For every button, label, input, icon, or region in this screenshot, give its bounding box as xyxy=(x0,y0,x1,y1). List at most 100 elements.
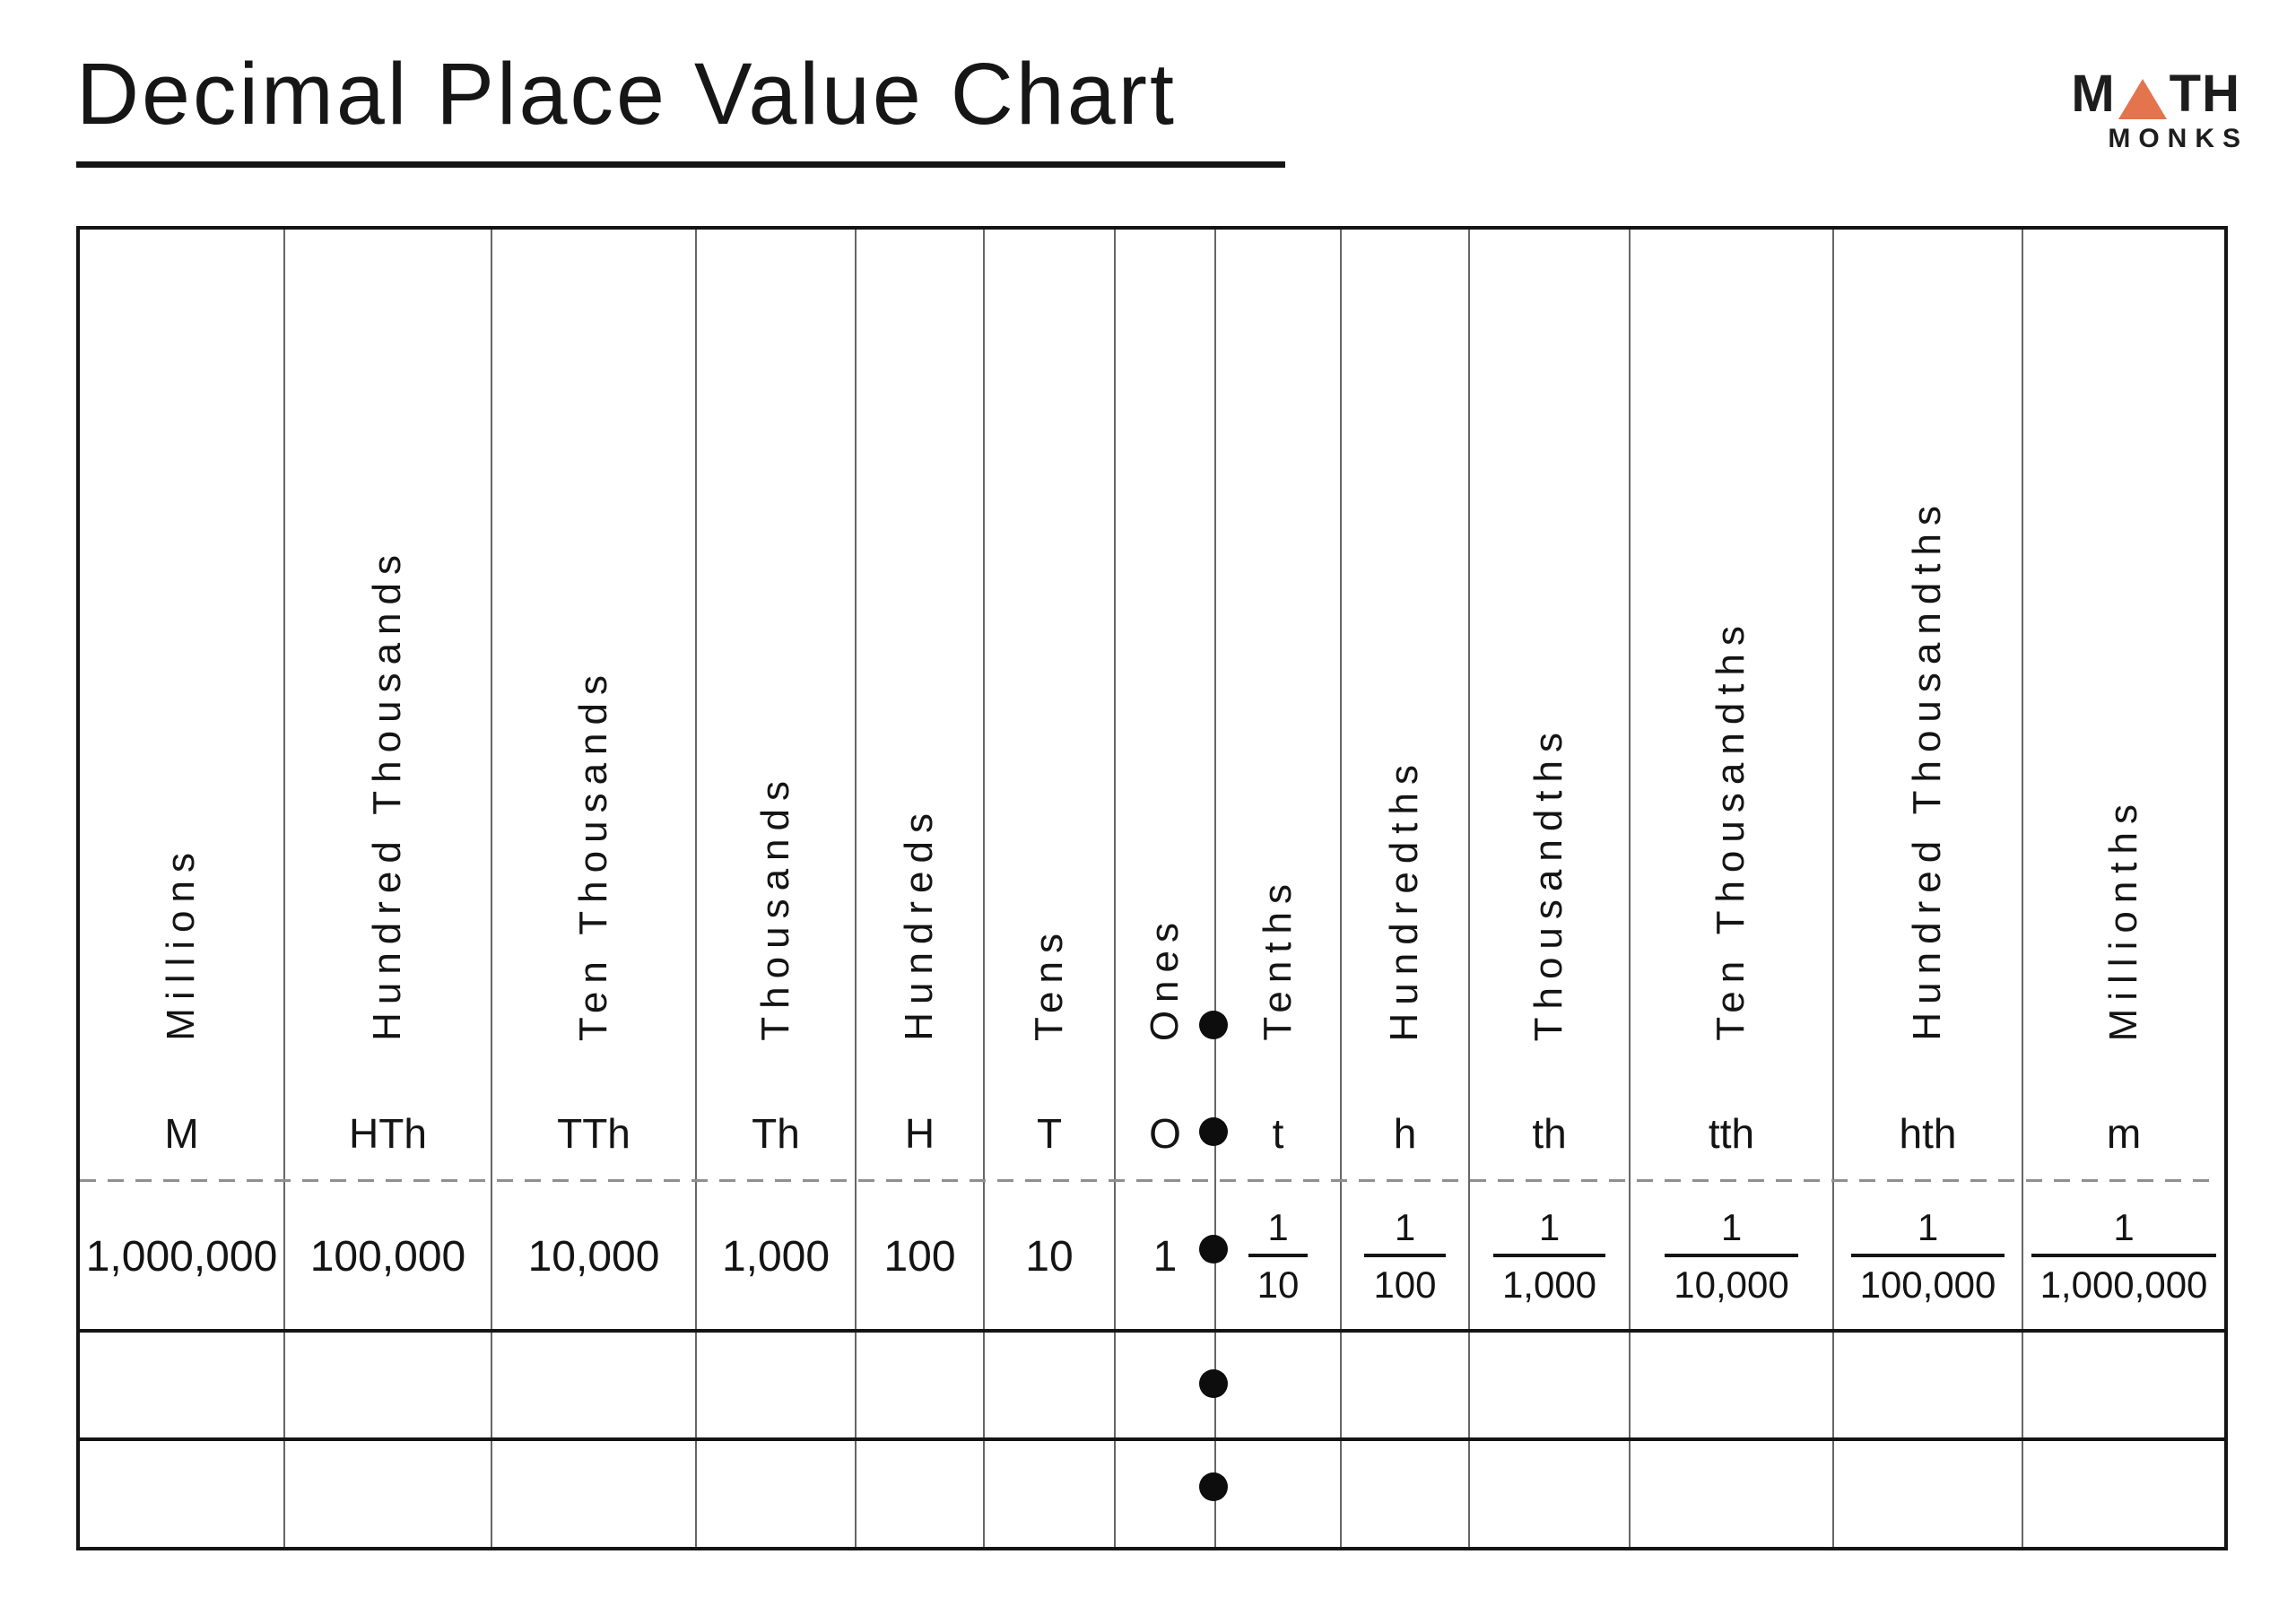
value-cell: 10,000 xyxy=(491,1184,696,1333)
rotated-label: Thousands xyxy=(752,773,797,1041)
abbr-cell: HTh xyxy=(283,1060,491,1184)
rotated-label: Tens xyxy=(1026,925,1071,1041)
logo-word-monks: MONKS xyxy=(2108,124,2248,153)
header-thousands: Thousands xyxy=(695,228,856,1060)
blank-cell xyxy=(983,1331,1115,1441)
fraction-numerator: 1 xyxy=(1267,1205,1289,1248)
abbr-cell: tth xyxy=(1629,1060,1833,1184)
header-ten-thousands: Ten Thousands xyxy=(491,228,696,1060)
rotated-label: Ten Thousands xyxy=(570,666,615,1041)
blank-cell xyxy=(1468,1331,1630,1441)
value-cell-fraction: 1 100,000 xyxy=(1832,1184,2022,1333)
decimal-point-dot xyxy=(1199,1117,1228,1146)
header-tens: Tens xyxy=(983,228,1115,1060)
decimal-point-dot xyxy=(1199,1369,1228,1398)
value-cell-fraction: 1 10 xyxy=(1214,1184,1341,1333)
abbr-cell: TTh xyxy=(491,1060,696,1184)
abbr-cell: H xyxy=(855,1060,984,1184)
abbr-cell: hth xyxy=(1832,1060,2022,1184)
blank-cell xyxy=(855,1439,984,1549)
place-value-table: Millions Hundred Thousands Ten Thousands… xyxy=(76,226,2228,1550)
abbr-cell-ones: O xyxy=(1114,1060,1215,1184)
math-monks-logo: M TH MONKS xyxy=(2052,68,2240,154)
blank-cell xyxy=(1468,1439,1630,1549)
blank-cell xyxy=(855,1331,984,1441)
abbr-cell: Th xyxy=(695,1060,856,1184)
value-cell-fraction: 1 1,000,000 xyxy=(2022,1184,2226,1333)
rotated-label: Hundreds xyxy=(897,805,942,1041)
fraction: 1 10,000 xyxy=(1665,1205,1798,1306)
abbr-cell: M xyxy=(164,1110,199,1157)
header-hundred-thousands: Hundred Thousands xyxy=(283,228,491,1060)
blank-cell xyxy=(2022,1331,2226,1441)
fraction: 1 1,000 xyxy=(1492,1205,1606,1306)
blank-cell xyxy=(283,1331,491,1441)
decimal-point-dot xyxy=(1199,1472,1228,1501)
decimal-point-dot xyxy=(1199,1011,1228,1039)
blank-cell xyxy=(1832,1439,2022,1549)
rotated-label: Hundredths xyxy=(1382,756,1427,1041)
blank-cell xyxy=(1629,1331,1833,1441)
logo-word-math: M TH xyxy=(2052,68,2240,120)
blank-cell xyxy=(78,1331,284,1441)
abbr-cell: th xyxy=(1468,1060,1630,1184)
rotated-label: Millionths xyxy=(2100,795,2145,1041)
fraction-numerator: 1 xyxy=(1720,1205,1743,1248)
place-value-row: 1,000,000 100,000 10,000 1,000 100 10 1 … xyxy=(78,1184,2226,1333)
header-millions: Millions xyxy=(78,228,284,1060)
rotated-label: Thousandths xyxy=(1526,724,1571,1041)
value-cell-fraction: 1 1,000 xyxy=(1468,1184,1630,1333)
blank-cell xyxy=(1214,1439,1341,1549)
fraction-numerator: 1 xyxy=(1394,1205,1416,1248)
rotated-label: Tenths xyxy=(1255,876,1300,1041)
blank-cell xyxy=(1832,1331,2022,1441)
blank-cell xyxy=(695,1331,856,1441)
fraction-denominator: 1,000 xyxy=(1492,1254,1606,1306)
fraction: 1 100,000 xyxy=(1850,1205,2005,1306)
value-cell-fraction: 1 100 xyxy=(1340,1184,1469,1333)
header-thousandths: Thousandths xyxy=(1468,228,1630,1060)
abbr-cell: T xyxy=(983,1060,1115,1184)
header-hundredths: Hundredths xyxy=(1340,228,1469,1060)
fraction-denominator: 1,000,000 xyxy=(2031,1254,2217,1306)
fraction-denominator: 10 xyxy=(1248,1254,1309,1306)
value-cell: 10 xyxy=(983,1184,1115,1333)
header-tenths: Tenths xyxy=(1214,228,1341,1060)
fraction-denominator: 100 xyxy=(1364,1254,1446,1306)
header-millionths: Millionths xyxy=(2022,228,2226,1060)
value-cell: 100 xyxy=(855,1184,984,1333)
blank-cell xyxy=(1114,1331,1215,1441)
rotated-label: Millions xyxy=(159,845,204,1041)
fraction-denominator: 100,000 xyxy=(1850,1254,2005,1306)
page-title: Decimal Place Value Chart xyxy=(76,45,1177,143)
abbr-cell: m xyxy=(2022,1060,2226,1184)
rotated-label: Ten Thousandths xyxy=(1709,618,1753,1041)
abbr-cell: h xyxy=(1340,1060,1469,1184)
fraction-numerator: 1 xyxy=(1538,1205,1561,1248)
blank-cell xyxy=(491,1331,696,1441)
fraction-denominator: 10,000 xyxy=(1665,1254,1798,1306)
header-ten-thousandths: Ten Thousandths xyxy=(1629,228,1833,1060)
value-cell: 100,000 xyxy=(283,1184,491,1333)
blank-cell xyxy=(1214,1331,1341,1441)
fraction: 1 10 xyxy=(1248,1205,1309,1306)
fraction-numerator: 1 xyxy=(1917,1205,1939,1248)
abbr-cell: t xyxy=(1214,1060,1341,1184)
value-cell: 1 xyxy=(1114,1184,1215,1333)
column-name-row: Millions Hundred Thousands Ten Thousands… xyxy=(78,228,2226,1060)
blank-cell xyxy=(695,1439,856,1549)
title-underline xyxy=(76,161,1285,168)
value-cell: 1,000 xyxy=(695,1184,856,1333)
logo-letters-th: TH xyxy=(2169,65,2240,123)
fraction-numerator: 1 xyxy=(2113,1205,2135,1248)
rotated-label: Hundred Thousands xyxy=(365,547,410,1041)
logo-letter-m: M xyxy=(2071,65,2116,123)
header-ones: Ones xyxy=(1114,228,1215,1060)
value-cell-fraction: 1 10,000 xyxy=(1629,1184,1833,1333)
header-hundred-thousandths: Hundred Thousandths xyxy=(1832,228,2022,1060)
header-hundreds: Hundreds xyxy=(855,228,984,1060)
blank-cell xyxy=(491,1439,696,1549)
orange-triangle-icon xyxy=(2118,79,2167,119)
blank-cell xyxy=(1340,1331,1469,1441)
blank-cell xyxy=(78,1439,284,1549)
